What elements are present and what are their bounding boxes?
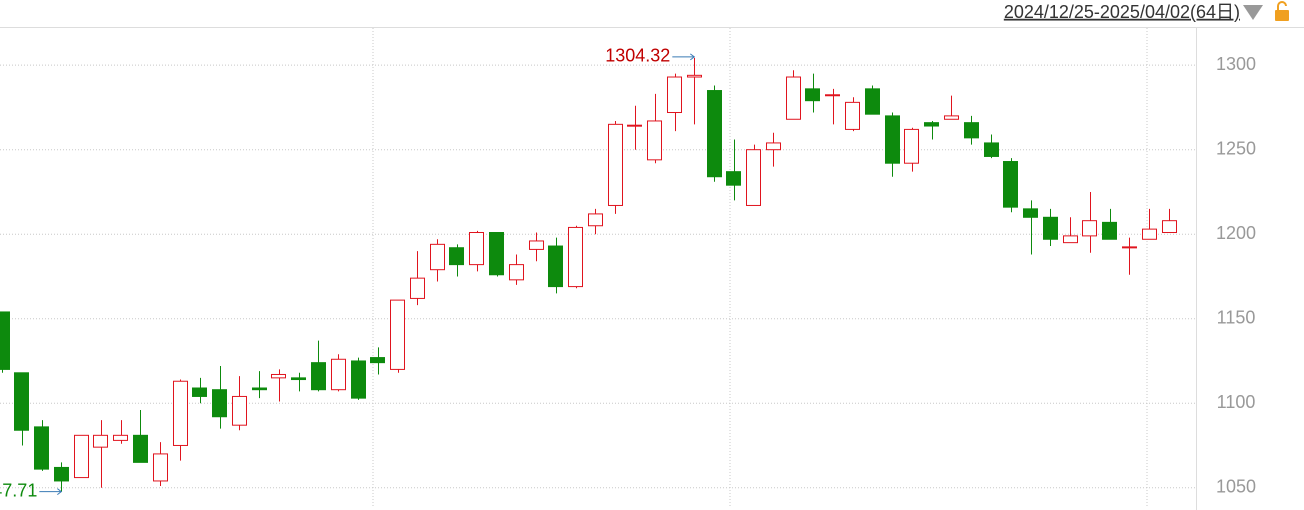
candle-body: [0, 311, 10, 370]
candle-body: [93, 434, 108, 448]
candle-body: [14, 372, 29, 431]
candle-body: [707, 90, 722, 178]
candle-body: [449, 247, 464, 266]
candle-body: [964, 122, 979, 139]
candle-body: [74, 434, 89, 479]
candle-body: [1063, 235, 1078, 244]
candle-body: [845, 101, 860, 130]
candle-body: [924, 122, 939, 127]
candle-body: [271, 373, 286, 379]
candle-body: [1082, 220, 1097, 237]
candle-body: [34, 426, 49, 470]
lock-icon[interactable]: [1275, 1, 1289, 21]
candle-body: [1043, 216, 1058, 240]
candle-body: [865, 88, 880, 115]
candle-body: [410, 277, 425, 299]
candle-body: [885, 115, 900, 164]
candle-body: [1122, 246, 1137, 249]
y-tick-label: 1200: [1216, 223, 1256, 243]
candle-body: [904, 128, 919, 164]
candle-body: [687, 74, 702, 78]
candle-body: [984, 142, 999, 157]
candle-body: [627, 124, 642, 127]
candle-body: [805, 88, 820, 102]
candle-body: [786, 76, 801, 120]
min-label: 1047.71: [0, 480, 37, 500]
candle-body: [153, 453, 168, 482]
candle-body: [667, 76, 682, 114]
candle-body: [311, 362, 326, 391]
dropdown-arrow[interactable]: [1243, 5, 1263, 20]
candle-body: [1162, 220, 1177, 234]
candle-body: [430, 243, 445, 271]
y-tick-label: 1300: [1216, 54, 1256, 74]
candle-body: [331, 358, 346, 391]
min-marker-line: [39, 488, 63, 495]
candle-body: [1023, 208, 1038, 218]
candle-body: [232, 395, 247, 426]
candle-body: [469, 232, 484, 266]
y-tick-label: 1100: [1217, 392, 1256, 412]
candle-body: [509, 264, 524, 281]
y-tick-label: 1150: [1217, 307, 1256, 327]
candle-body: [252, 387, 267, 391]
candle-body: [746, 149, 761, 206]
candle-body: [351, 360, 366, 399]
candle-body: [1142, 228, 1157, 240]
candle-body: [944, 115, 959, 120]
candle-body: [825, 94, 840, 97]
candle-body: [173, 380, 188, 446]
candle-body: [1102, 221, 1117, 240]
max-marker-line: [672, 53, 696, 61]
candle-body: [588, 213, 603, 227]
candle-body: [529, 240, 544, 250]
candle-body: [726, 171, 741, 186]
y-tick-label: 1250: [1216, 138, 1256, 158]
y-tick-label: 1050: [1216, 476, 1256, 496]
candle-body: [548, 245, 563, 288]
candle-body: [390, 299, 405, 370]
range-label[interactable]: 2024/12/25-2025/04/02(64日): [1004, 2, 1240, 22]
candle-body: [370, 357, 385, 364]
candle-body: [647, 120, 662, 161]
candle-body: [133, 434, 148, 463]
candle-body: [113, 434, 128, 441]
candle-body: [192, 387, 207, 397]
candle-body: [489, 232, 504, 276]
candle-body: [54, 466, 69, 482]
candle-body: [608, 123, 623, 206]
candle-body: [212, 389, 227, 418]
max-label: 1304.32: [605, 46, 670, 66]
candle-body: [766, 142, 781, 151]
candle-body: [568, 226, 583, 288]
candle-body: [291, 377, 306, 381]
candle-body: [1003, 161, 1018, 208]
